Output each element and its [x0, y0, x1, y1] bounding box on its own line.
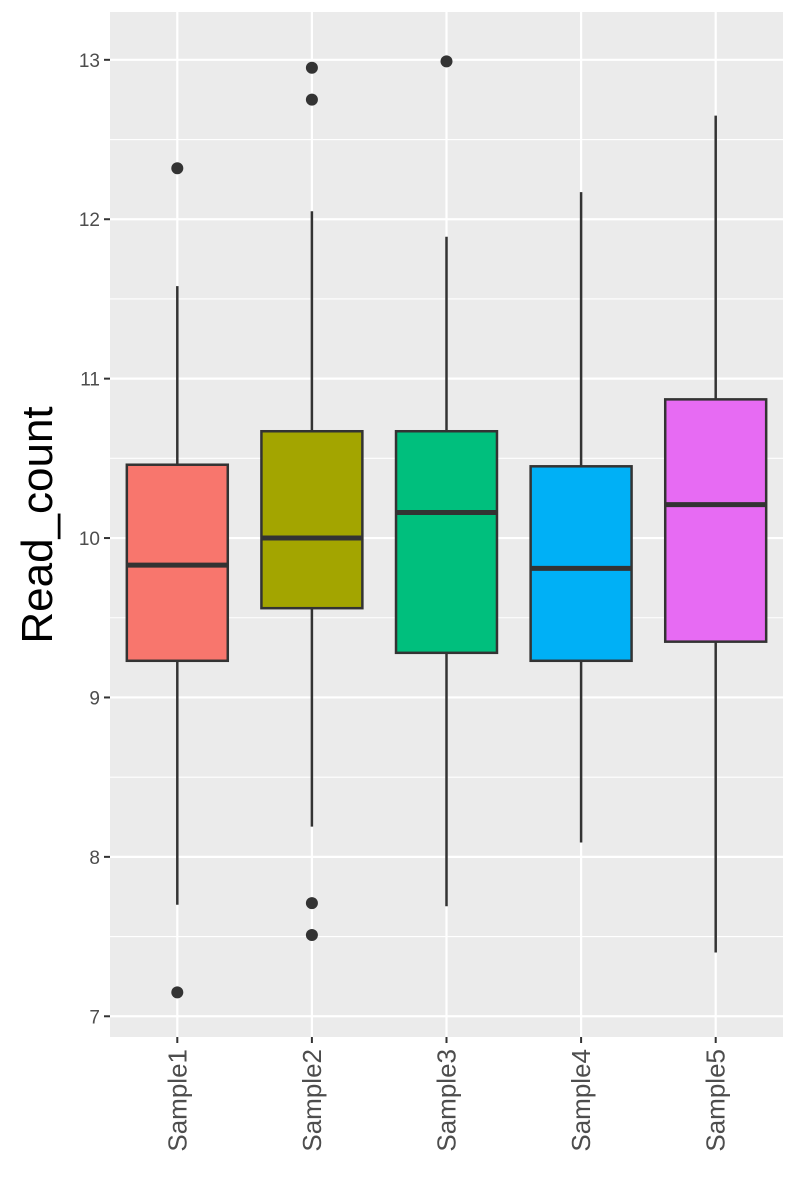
y-tick-label: 12: [79, 210, 100, 231]
x-tick-label: Sample4: [566, 1049, 596, 1152]
x-tick-label: Sample2: [297, 1049, 327, 1152]
outlier-point: [305, 93, 318, 106]
y-tick-label: 7: [89, 1007, 100, 1028]
outlier-point: [305, 897, 318, 910]
box-sample1: [125, 162, 230, 999]
y-tick-label: 13: [79, 51, 100, 72]
outlier-point: [440, 55, 453, 68]
x-tick-label: Sample3: [432, 1049, 462, 1152]
box-sample3: [394, 55, 499, 907]
x-tick-label: Sample5: [701, 1049, 731, 1152]
y-tick-label: 10: [79, 529, 100, 550]
boxes: [125, 55, 768, 999]
outlier-point: [171, 162, 184, 175]
outlier-point: [305, 928, 318, 941]
y-tick-label: 9: [89, 688, 100, 709]
y-tick-label: 8: [89, 848, 100, 869]
box-iqr: [260, 429, 364, 610]
outlier-point: [171, 986, 184, 999]
y-axis-label: Read_count: [13, 406, 62, 643]
outlier-point: [305, 61, 318, 74]
x-axis-ticks: Sample1 Sample2 Sample3 Sample4 Sample5: [162, 1037, 731, 1152]
box-sample5: [663, 115, 768, 953]
box-iqr: [394, 429, 499, 655]
box-iqr: [529, 465, 633, 663]
box-iqr: [663, 398, 768, 643]
box-sample4: [529, 192, 633, 843]
x-tick-label: Sample1: [162, 1049, 192, 1152]
y-axis-ticks: 7 8 9 10 11 12 13: [79, 51, 110, 1028]
y-tick-label: 11: [80, 370, 100, 391]
box-sample2: [260, 61, 364, 941]
